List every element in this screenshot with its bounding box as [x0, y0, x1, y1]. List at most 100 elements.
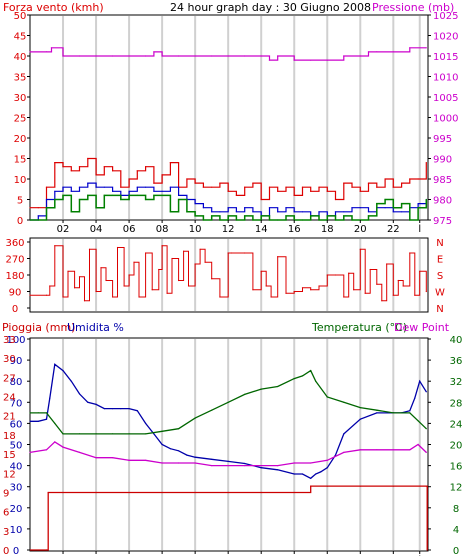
- data-point: [112, 190, 114, 192]
- data-point: [47, 491, 49, 494]
- humidity-y-tick-label: 10: [10, 525, 23, 536]
- data-point: [369, 268, 371, 271]
- temp-y-tick-label: 12: [450, 483, 463, 494]
- data-point: [359, 449, 361, 451]
- compass-label: W: [435, 288, 445, 299]
- data-point: [409, 412, 411, 414]
- data-point: [425, 485, 427, 487]
- data-point: [301, 287, 304, 289]
- humidity-y-tick-label: 90: [10, 356, 23, 367]
- pressure-y-tick-label: 995: [433, 134, 452, 145]
- data-point: [45, 449, 48, 451]
- data-point: [116, 246, 119, 249]
- data-point: [161, 174, 163, 176]
- data-point: [277, 469, 279, 471]
- data-point: [83, 300, 86, 302]
- data-point: [204, 261, 206, 263]
- data-point: [310, 289, 312, 291]
- data-point: [425, 391, 427, 393]
- data-point: [425, 428, 427, 430]
- pressure-y-tick-label: 1005: [433, 93, 458, 104]
- data-point: [62, 194, 64, 196]
- data-point: [62, 446, 64, 448]
- data-point: [70, 170, 72, 172]
- data-point: [178, 428, 180, 430]
- data-point: [62, 491, 64, 494]
- data-point: [227, 55, 229, 57]
- data-point: [351, 219, 353, 221]
- chart-title: 24 hour graph day : 30 Giugno 2008: [170, 1, 371, 14]
- data-point: [194, 215, 196, 217]
- rain-y-tick-label: 27: [3, 373, 16, 384]
- data-point: [260, 467, 262, 469]
- data-point: [153, 190, 155, 192]
- data-point: [169, 186, 171, 188]
- rain-y-tick-label: 0: [3, 546, 9, 556]
- data-point: [343, 55, 345, 57]
- wind-y-tick-label: 10: [14, 175, 27, 186]
- data-point: [417, 207, 419, 209]
- data-point: [244, 215, 246, 217]
- data-point: [359, 485, 361, 487]
- data-point: [426, 549, 428, 551]
- data-point: [178, 462, 180, 464]
- data-point: [138, 296, 140, 298]
- data-point: [62, 166, 64, 168]
- data-point: [277, 385, 279, 388]
- dir-y-tick-label: 180: [5, 271, 24, 282]
- x-tick-label: 22: [387, 224, 400, 235]
- data-point: [343, 401, 345, 403]
- temp-y-tick-label: 20: [450, 441, 463, 452]
- data-point: [219, 296, 221, 298]
- data-point: [409, 47, 411, 49]
- humidity-y-tick-label: 60: [10, 419, 23, 430]
- data-point: [161, 55, 163, 57]
- data-point: [318, 219, 320, 221]
- temp-y-tick-label: 4: [453, 525, 459, 536]
- data-point: [310, 370, 312, 372]
- data-point: [29, 294, 31, 296]
- temperature-axis-label: Temperatura (°C): [311, 321, 407, 334]
- data-point: [128, 459, 130, 461]
- data-point: [219, 182, 221, 184]
- data-point: [78, 186, 81, 188]
- x-tick-label: 06: [123, 224, 136, 235]
- data-point: [67, 270, 69, 272]
- data-point: [285, 186, 287, 188]
- data-point: [359, 207, 361, 209]
- data-point: [145, 55, 147, 57]
- data-point: [367, 215, 370, 217]
- data-point: [252, 289, 254, 291]
- data-point: [334, 211, 337, 213]
- pressure-y-tick-label: 975: [433, 216, 452, 227]
- wind-y-tick-label: 5: [17, 196, 23, 207]
- data-point: [87, 401, 89, 403]
- data-point: [268, 186, 271, 188]
- data-point: [359, 55, 361, 57]
- data-point: [145, 459, 147, 461]
- data-point: [95, 186, 97, 188]
- data-point: [145, 186, 147, 188]
- data-point: [301, 186, 304, 188]
- temp-y-tick-label: 28: [450, 398, 463, 409]
- data-point: [425, 198, 427, 201]
- pressure-y-tick-label: 980: [433, 196, 452, 207]
- pressure-axis-label: Pressione (mb): [372, 1, 454, 14]
- data-point: [417, 420, 419, 422]
- data-point: [158, 268, 160, 271]
- data-point: [211, 409, 213, 411]
- data-point: [78, 276, 81, 278]
- data-point: [62, 433, 64, 435]
- series-pioggia: [30, 485, 428, 551]
- data-point: [227, 401, 229, 403]
- data-point: [260, 270, 262, 272]
- wind-axis-label: Forza vento (kmh): [3, 1, 104, 14]
- data-point: [384, 198, 386, 201]
- data-point: [161, 491, 163, 494]
- humidity-y-tick-label: 30: [10, 483, 23, 494]
- pressure-y-tick-label: 1020: [433, 32, 458, 43]
- series-media: [30, 194, 428, 221]
- data-point: [260, 198, 262, 201]
- data-point: [244, 393, 246, 395]
- data-point: [244, 207, 246, 209]
